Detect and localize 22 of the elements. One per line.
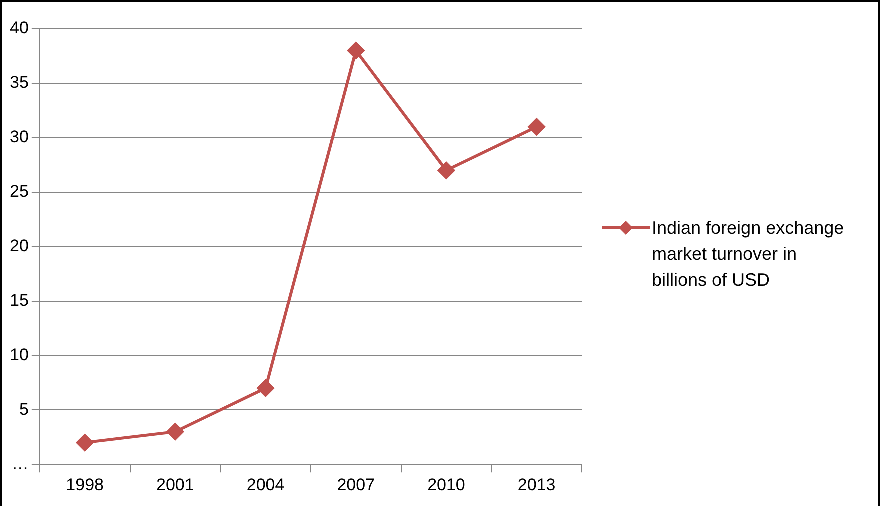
y-tick-label: 15 xyxy=(10,290,29,310)
point xyxy=(166,423,184,440)
x-tick-label: 2004 xyxy=(246,475,285,494)
y-tick-label: 10 xyxy=(10,345,29,364)
x-tick-label: 2007 xyxy=(337,475,376,494)
point xyxy=(528,118,546,136)
point xyxy=(76,434,94,452)
x-tick-label: 2010 xyxy=(428,475,466,494)
y-tick-label: 25 xyxy=(10,182,29,202)
x-tick-label: 2013 xyxy=(518,475,556,494)
y-tick-label: 40 xyxy=(10,18,29,38)
point xyxy=(257,380,274,397)
y-tick-label: 35 xyxy=(10,73,29,92)
y-tick-label: 30 xyxy=(10,128,29,147)
y-tick-label: 20 xyxy=(10,236,29,256)
y-tick-label: … xyxy=(12,454,29,474)
point xyxy=(348,42,365,60)
x-tick-label: 2001 xyxy=(156,475,194,494)
x-tick-label: 1998 xyxy=(66,475,104,494)
legend-label: Indian foreign exchange market turnover in billions of USD xyxy=(652,217,846,292)
point xyxy=(438,162,455,180)
y-tick-label: 5 xyxy=(19,400,29,419)
